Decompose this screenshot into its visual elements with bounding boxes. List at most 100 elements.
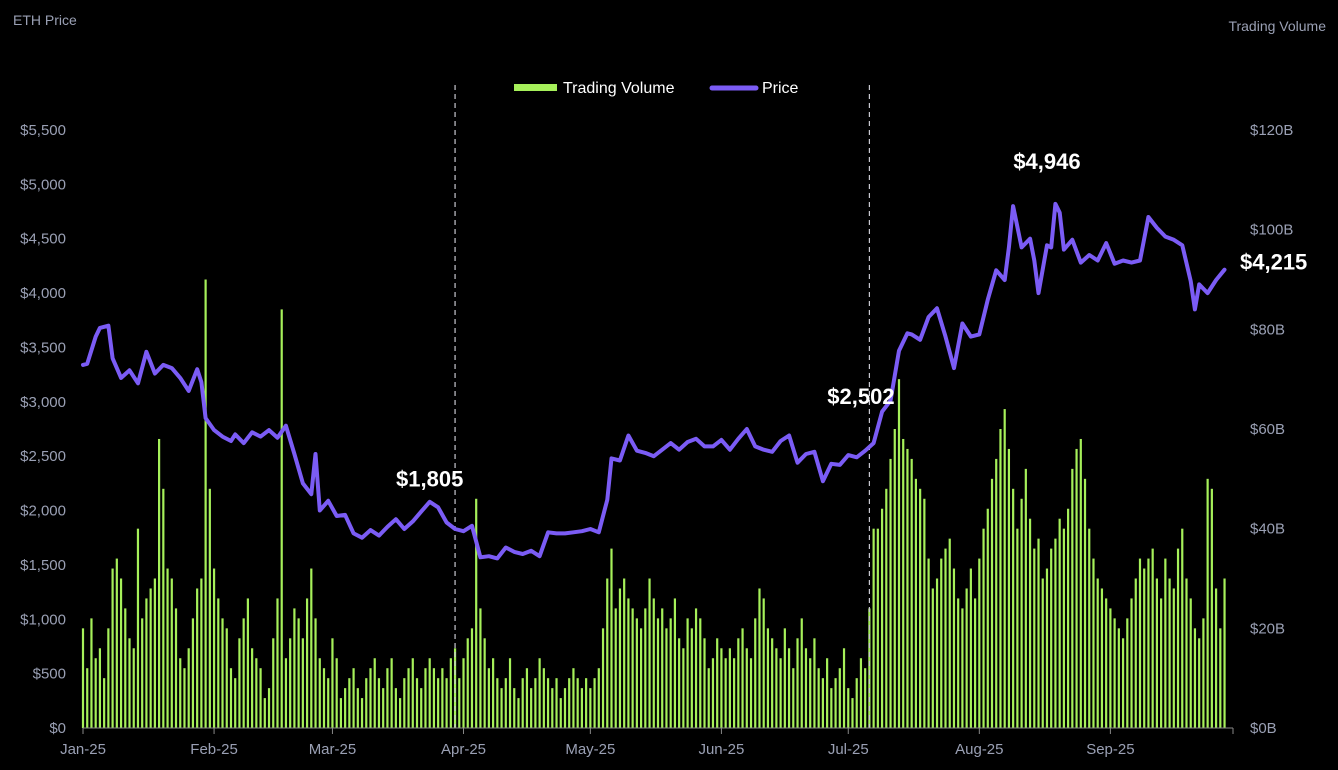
volume-bar (707, 668, 710, 728)
volume-bar (81, 628, 85, 728)
volume-bar (1214, 588, 1218, 728)
volume-bar (149, 588, 152, 728)
volume-bar (432, 668, 436, 728)
volume-bar (1037, 538, 1040, 728)
volume-bar (601, 628, 605, 728)
volume-bar (1189, 598, 1192, 728)
volume-bar (800, 618, 803, 728)
volume-bar (525, 668, 529, 728)
volume-bar (1041, 578, 1044, 728)
volume-bar (927, 558, 930, 728)
volume-bar (1075, 448, 1078, 728)
volume-bar (128, 638, 131, 728)
volume-bar (842, 648, 846, 728)
volume-bar (711, 658, 715, 728)
volume-bar (821, 678, 824, 728)
legend-volume-swatch (514, 84, 557, 91)
volume-bar (179, 658, 182, 728)
volume-bar (1117, 628, 1120, 728)
volume-bar (191, 618, 195, 728)
volume-bar (1016, 528, 1019, 728)
volume-bar (158, 438, 161, 728)
volume-bar (593, 678, 596, 728)
volume-bar (838, 668, 841, 728)
volume-bar (635, 618, 638, 728)
volume-bar (1100, 588, 1104, 728)
volume-bar (242, 618, 245, 728)
volume-bar (1096, 578, 1099, 728)
right-tick-label: $40B (1250, 521, 1285, 538)
volume-bar (656, 618, 660, 728)
volume-bar (386, 668, 389, 728)
volume-bar (394, 688, 397, 728)
volume-bar (914, 478, 918, 728)
volume-bar (174, 608, 178, 728)
volume-bar (762, 598, 765, 728)
volume-bar (678, 638, 681, 728)
volume-bar (1028, 518, 1032, 728)
volume-bar (183, 668, 186, 728)
left-tick-label: $1,500 (20, 557, 66, 574)
volume-bar (973, 598, 977, 728)
volume-bar (314, 618, 317, 728)
volume-bar (267, 688, 271, 728)
volume-bar (546, 678, 550, 728)
volume-bar (1160, 598, 1163, 728)
volume-bar (492, 658, 495, 728)
volume-bar (229, 668, 233, 728)
volume-bar (208, 488, 211, 728)
volume-bar (847, 688, 850, 728)
volume-bar (136, 528, 140, 728)
volume-bar (796, 638, 799, 728)
right-tick-label: $0B (1250, 720, 1277, 737)
volume-bar (310, 568, 313, 728)
volume-bar (1054, 538, 1057, 728)
volume-bar (280, 309, 283, 728)
volume-bar (690, 628, 693, 728)
volume-bar (407, 668, 410, 728)
volume-bar (420, 688, 423, 728)
volume-bar (1045, 568, 1049, 728)
volume-bar (589, 688, 592, 728)
volume-bar (377, 678, 381, 728)
volume-bar (124, 608, 127, 728)
volume-bar (441, 668, 444, 728)
legend-price-label: Price (762, 80, 799, 97)
volume-bar (415, 678, 419, 728)
volume-bar (225, 628, 228, 728)
volume-bar (897, 379, 901, 728)
volume-bar (335, 658, 338, 728)
volume-bar (1012, 488, 1015, 728)
volume-bar (1109, 608, 1112, 728)
volume-bar (572, 668, 575, 728)
right-tick-label: $120B (1250, 122, 1293, 139)
volume-bar (982, 528, 985, 728)
volume-bar (251, 648, 254, 728)
volume-bar (733, 658, 736, 728)
volume-bar (145, 598, 148, 728)
volume-bar (855, 678, 858, 728)
volume-bar (559, 698, 562, 728)
volume-bar (344, 688, 347, 728)
volume-bar (1007, 448, 1011, 728)
volume-bar (1130, 598, 1133, 728)
volume-bar (132, 648, 135, 728)
volume-bar (627, 598, 630, 728)
volume-bar (1223, 578, 1226, 728)
volume-bar (779, 658, 782, 728)
volume-bar (500, 688, 503, 728)
volume-bar (965, 588, 968, 728)
x-tick-label: Jul-25 (828, 741, 869, 758)
volume-bar (162, 488, 165, 728)
volume-bar (1121, 638, 1125, 728)
volume-bar (834, 678, 837, 728)
volume-bar (737, 638, 740, 728)
volume-bar (1172, 588, 1175, 728)
volume-bar (204, 279, 207, 728)
volume-bar (885, 488, 888, 728)
volume-bar (568, 678, 571, 728)
x-tick-label: Sep-25 (1086, 741, 1134, 758)
volume-bar (272, 638, 275, 728)
volume-bar (348, 678, 351, 728)
volume-bar (703, 638, 706, 728)
